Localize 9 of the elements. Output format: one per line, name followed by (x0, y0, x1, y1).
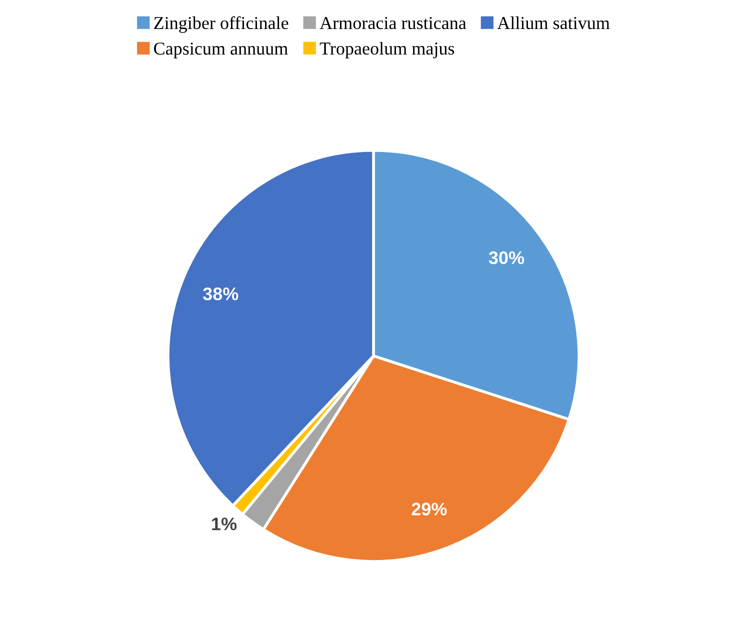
legend-label: Capsicum annuum (154, 42, 288, 58)
legend-label: Tropaeolum majus (320, 42, 454, 58)
data-label: 1% (212, 518, 237, 530)
data-label: 38% (202, 287, 238, 300)
data-label: 30% (488, 251, 524, 264)
legend-label: Armoracia rusticana (320, 17, 466, 30)
legend-label: Zingiber officinale (154, 16, 288, 33)
data-label: 29% (412, 502, 447, 516)
legend-label: Allium sativum (497, 16, 610, 30)
